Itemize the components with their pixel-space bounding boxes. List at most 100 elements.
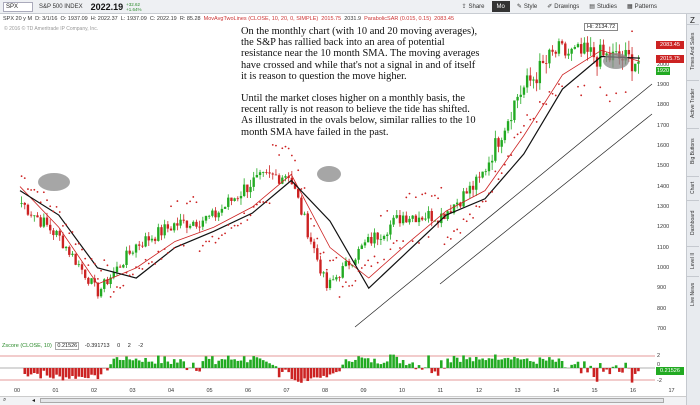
sar-dot <box>545 103 548 106</box>
sar-dot <box>189 200 192 203</box>
price-change: +32.62 +1.64% <box>126 2 141 12</box>
magnify-icon[interactable]: ⌕ <box>3 397 7 403</box>
candle-body <box>217 212 220 218</box>
share-button[interactable]: ⇪ Share <box>458 1 487 12</box>
osc-axis-mid: 0 <box>657 362 661 368</box>
zscore-field2: 0 <box>115 342 123 350</box>
share-label: Share <box>468 3 485 10</box>
zscore-bar <box>52 368 55 379</box>
zscore-bar <box>630 368 634 383</box>
sar-dot <box>138 267 141 270</box>
zscore-bar <box>45 368 49 376</box>
sar-dot <box>81 248 83 251</box>
candle-body <box>583 42 586 54</box>
sar-dot <box>529 118 532 121</box>
scroll-left-icon[interactable]: ◂ <box>32 398 36 404</box>
zscore-bar <box>494 354 497 368</box>
candle-body <box>201 220 205 227</box>
collapse-icon[interactable]: Z <box>690 16 695 25</box>
sar-dot <box>49 205 52 208</box>
sar-dot <box>125 271 128 274</box>
zscore-bar <box>287 368 290 373</box>
zscore-bar <box>427 355 430 368</box>
zscore-bar <box>233 359 236 368</box>
sar-dot <box>42 191 45 194</box>
sar-dot <box>418 242 420 244</box>
candle-body <box>548 49 551 64</box>
zscore-bar <box>125 356 128 368</box>
candle-body <box>182 219 185 221</box>
sar-dot <box>87 264 90 267</box>
sidebar-tab-times-and-sales[interactable]: Times And Sales <box>687 24 699 78</box>
price-chart[interactable] <box>0 24 655 339</box>
zscore-bar <box>449 362 453 368</box>
patterns-button[interactable]: ▦ Patterns <box>624 1 660 12</box>
sar-dot <box>526 114 529 116</box>
trendline-lower <box>439 113 653 285</box>
zscore-bar <box>503 358 507 368</box>
zscore-bar <box>544 360 548 368</box>
sar-dot <box>360 267 363 269</box>
candle-body <box>265 172 268 173</box>
candle-body <box>58 230 61 236</box>
candle-body <box>465 191 468 194</box>
ma-study-label[interactable]: MovAvgTwoLines (CLOSE, 10, 20, 0, SIMPLE… <box>203 16 319 22</box>
drawings-button[interactable]: ✐ Drawings <box>544 1 582 12</box>
candle-body <box>90 278 93 284</box>
candle-body <box>147 236 150 241</box>
zoom-scrollbar[interactable] <box>40 398 664 403</box>
studies-button[interactable]: ▤ Studies <box>586 1 620 12</box>
zscore-bar <box>80 368 84 378</box>
sar-dot <box>310 217 312 220</box>
sar-dot <box>71 231 74 233</box>
sidebar-tab-live-news[interactable]: Live News <box>687 276 699 312</box>
zscore-bar <box>598 363 602 368</box>
candle-body <box>242 184 246 196</box>
sidebar-tab-chart[interactable]: Chart <box>687 176 699 198</box>
candle-body <box>87 277 90 284</box>
sidebar-tab-active-trader[interactable]: Active Trader <box>687 80 699 126</box>
sar-dot <box>182 244 185 247</box>
sar-dot <box>65 223 68 226</box>
style-button[interactable]: ✎ Style <box>514 1 540 12</box>
zscore-bar <box>169 363 173 368</box>
zscore-study-label[interactable]: Zscore (CLOSE, 10) <box>2 343 52 349</box>
candle-body <box>386 234 389 237</box>
sar-dot <box>472 216 474 219</box>
candle-body <box>614 51 618 53</box>
symbol-input[interactable]: SPX <box>3 1 33 12</box>
sidebar-tab-big-buttons[interactable]: Big Buttons <box>687 128 699 174</box>
zscore-bar <box>618 368 621 372</box>
studies-icon: ▤ <box>589 4 595 10</box>
zscore-bar <box>624 362 627 368</box>
zscore-bar <box>141 361 144 368</box>
candle-body <box>497 138 500 147</box>
sar-dot <box>427 236 430 238</box>
zscore-bar <box>322 368 325 376</box>
candle-body <box>532 79 535 81</box>
zscore-bar <box>198 368 201 372</box>
sar-dot <box>538 101 541 103</box>
zscore-bar <box>64 368 68 378</box>
oscillator-chart[interactable] <box>0 350 655 386</box>
sar-dot <box>319 252 322 255</box>
sar-dot <box>240 222 242 225</box>
candle-body <box>26 204 30 215</box>
sar-dot <box>354 279 357 282</box>
note-paragraph-2: Until the market closes higher on a mont… <box>241 93 476 138</box>
candle-body <box>284 176 287 178</box>
sar-dot <box>109 295 112 298</box>
sidebar-tab-dashboard[interactable]: Dashboard <box>687 200 699 244</box>
candle-body <box>227 197 230 207</box>
sar-dot <box>90 258 93 260</box>
zscore-bar <box>191 362 195 368</box>
sidebar-tab-level-ii[interactable]: Level II <box>687 246 699 274</box>
candle-body <box>160 227 163 236</box>
zscore-bar <box>214 364 217 368</box>
candle-body <box>535 79 538 84</box>
zscore-bar <box>144 357 147 368</box>
candle-body <box>328 279 332 289</box>
ma-price-tag: 2015.75 <box>656 55 684 63</box>
timeframe-button[interactable]: Mo <box>491 1 510 12</box>
sar-study-label[interactable]: ParabolicSAR (0.015, 0.15) <box>364 16 432 22</box>
